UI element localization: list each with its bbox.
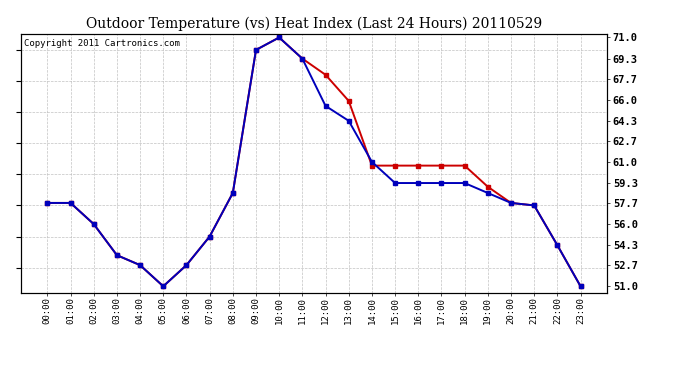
Title: Outdoor Temperature (vs) Heat Index (Last 24 Hours) 20110529: Outdoor Temperature (vs) Heat Index (Las…	[86, 17, 542, 31]
Text: Copyright 2011 Cartronics.com: Copyright 2011 Cartronics.com	[23, 39, 179, 48]
